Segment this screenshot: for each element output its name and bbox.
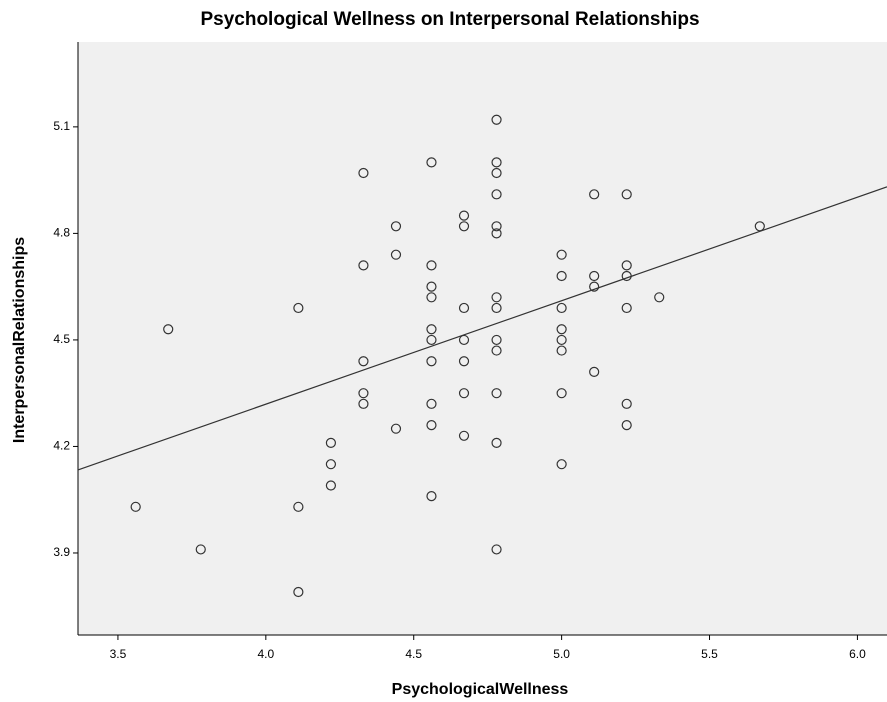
point [491,228,502,239]
point [426,292,437,303]
point [491,437,502,448]
point [426,420,437,431]
point [556,249,567,260]
x-tick-label: 3.5 [110,647,127,661]
point [589,270,600,282]
point [491,167,502,179]
point [491,157,502,168]
point [491,334,502,346]
fit-line [77,186,887,471]
point [293,586,304,598]
x-tick-label: 5.5 [701,647,718,661]
point [358,398,369,409]
point [589,281,600,292]
point [621,398,632,409]
plot-area [78,42,887,635]
point [426,260,437,271]
point [195,544,206,555]
point [458,388,470,399]
point [358,167,369,179]
point [556,345,567,356]
point [589,366,600,377]
y-tick-label: 3.9 [53,545,70,559]
point [458,302,470,314]
x-tick-label: 5.0 [553,647,570,661]
point [458,356,470,367]
point [491,221,502,232]
point [390,423,402,434]
point [654,292,665,303]
point [358,260,369,271]
y-tick-label: 4.5 [53,332,70,346]
point [491,292,502,303]
point [556,270,567,282]
point [621,189,632,200]
point [556,324,567,335]
point [293,501,304,512]
point [426,491,437,502]
point [621,260,632,271]
x-tick-label: 4.5 [405,647,422,661]
point [556,388,567,399]
point [390,221,402,232]
point [491,302,502,314]
point [325,480,337,491]
point [426,324,437,335]
point [589,189,600,200]
point [426,281,437,292]
point [491,114,502,125]
x-tick-label: 6.0 [849,647,866,661]
point [390,249,402,260]
point [556,334,567,346]
x-axis-label: PsychologicalWellness [392,681,569,698]
point [325,437,337,448]
point [491,388,502,399]
point [556,459,567,470]
point [556,302,567,314]
y-tick-label: 4.2 [53,439,70,453]
point [325,459,337,470]
point [358,356,369,367]
point [458,221,470,232]
point [426,398,437,409]
chart-title: Psychological Wellness on Interpersonal … [200,9,699,30]
point [491,345,502,356]
point [458,430,470,441]
point [358,388,369,399]
point [163,324,174,335]
point [621,302,632,314]
point [491,189,502,200]
x-tick-label: 4.0 [257,647,274,661]
point [621,420,632,431]
point [426,334,437,346]
point [458,210,470,221]
point [293,302,304,314]
y-tick-label: 4.8 [53,226,70,240]
point [426,356,437,367]
point [491,544,502,555]
y-tick-label: 5.1 [53,119,70,133]
point [426,157,437,168]
point [130,501,141,512]
y-axis-label: InterpersonalRelationships [11,237,28,443]
